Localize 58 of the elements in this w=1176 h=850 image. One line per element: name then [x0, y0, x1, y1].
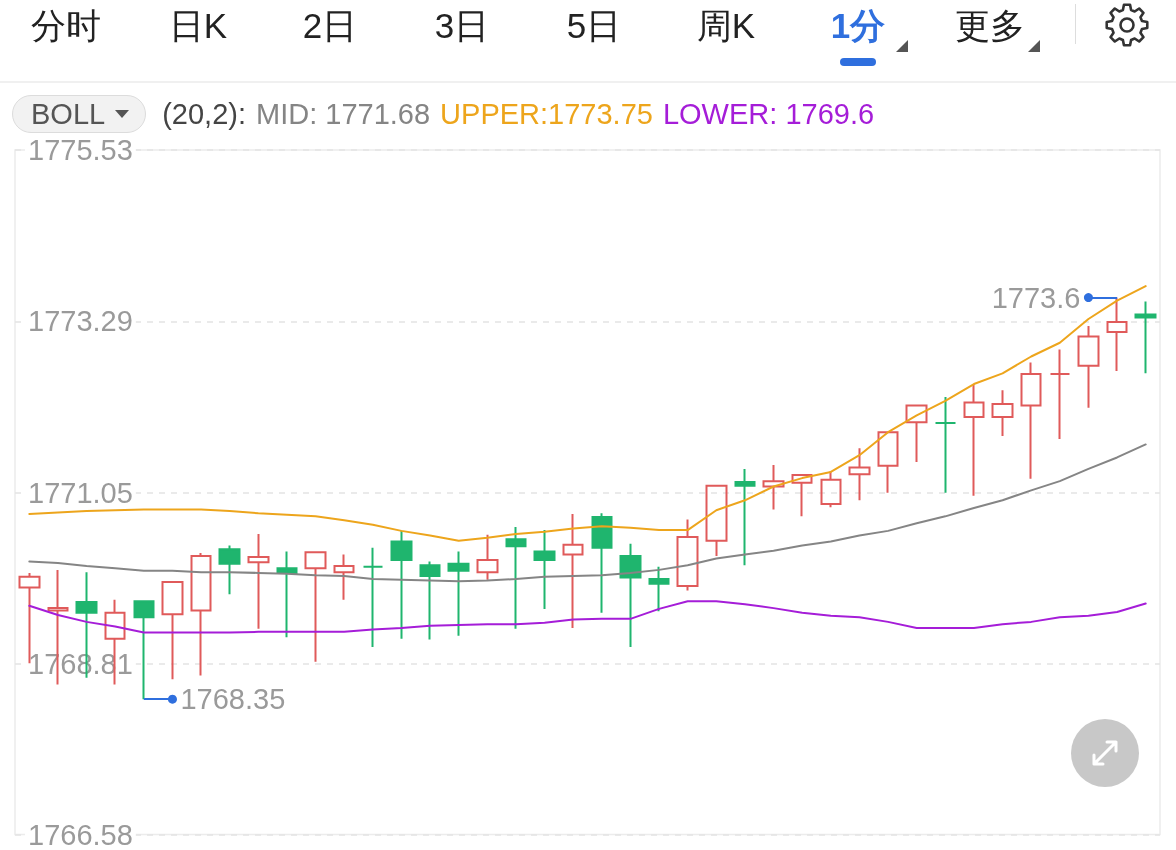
annotation: 1773.6 — [991, 281, 1081, 314]
line-series — [28, 443, 1147, 583]
text: 2日 — [301, 5, 359, 47]
candlestick — [419, 560, 441, 641]
candlestick — [934, 396, 957, 494]
candlestick — [591, 512, 613, 614]
candlestick — [820, 470, 842, 509]
candlestick — [362, 546, 384, 649]
candlestick — [276, 550, 298, 639]
candlestick — [333, 553, 355, 601]
candlestick — [505, 526, 527, 630]
candlestick — [676, 518, 699, 592]
candlestick — [705, 484, 728, 558]
candlestick — [190, 552, 212, 677]
candlestick — [1049, 348, 1071, 441]
text: 更多 — [954, 5, 1026, 47]
candlestick — [877, 431, 899, 494]
candlestick — [848, 447, 871, 502]
candlestick — [247, 532, 270, 630]
text: LOWER: 1769.6 — [662, 97, 875, 131]
candlestick — [991, 389, 1014, 438]
candlestick — [619, 542, 642, 649]
candlestick — [963, 383, 985, 497]
text: 周K — [695, 5, 757, 47]
text: (20,2): — [162, 97, 246, 131]
candlestick — [1020, 361, 1042, 480]
line-series — [28, 285, 1147, 542]
candlestick — [1134, 300, 1157, 375]
text: 日K — [167, 5, 229, 47]
text: 1分 — [829, 5, 887, 47]
line-series — [28, 600, 1147, 634]
text: 3日 — [433, 5, 491, 47]
text: 分时 — [30, 5, 102, 47]
y-tick-label: 1773.29 — [28, 305, 133, 338]
candlestick — [304, 551, 327, 663]
candlestick — [905, 404, 928, 464]
candlestick — [734, 467, 756, 567]
candlestick — [1077, 324, 1100, 409]
candlestick — [218, 544, 241, 596]
candlestick — [390, 529, 413, 640]
y-tick-label: 1766.58 — [28, 818, 133, 850]
candlestick — [1106, 296, 1128, 373]
candlestick — [562, 513, 584, 629]
text: UPPER:1773.75 — [440, 97, 653, 131]
text: 5日 — [565, 5, 623, 47]
dropdown-button: BOLL — [12, 95, 147, 133]
candlestick — [648, 565, 670, 613]
candlestick — [533, 529, 556, 610]
candlestick — [791, 474, 813, 518]
candlestick — [762, 464, 785, 511]
y-tick-label: 1771.05 — [28, 476, 133, 509]
candlestick — [133, 600, 155, 701]
y-tick-label: 1775.53 — [28, 134, 133, 166]
text: MID: 1771.68 — [256, 97, 431, 131]
candlestick — [476, 533, 499, 581]
candlestick — [447, 550, 470, 637]
candlestick — [161, 581, 184, 681]
annotation: 1768.35 — [180, 683, 286, 716]
